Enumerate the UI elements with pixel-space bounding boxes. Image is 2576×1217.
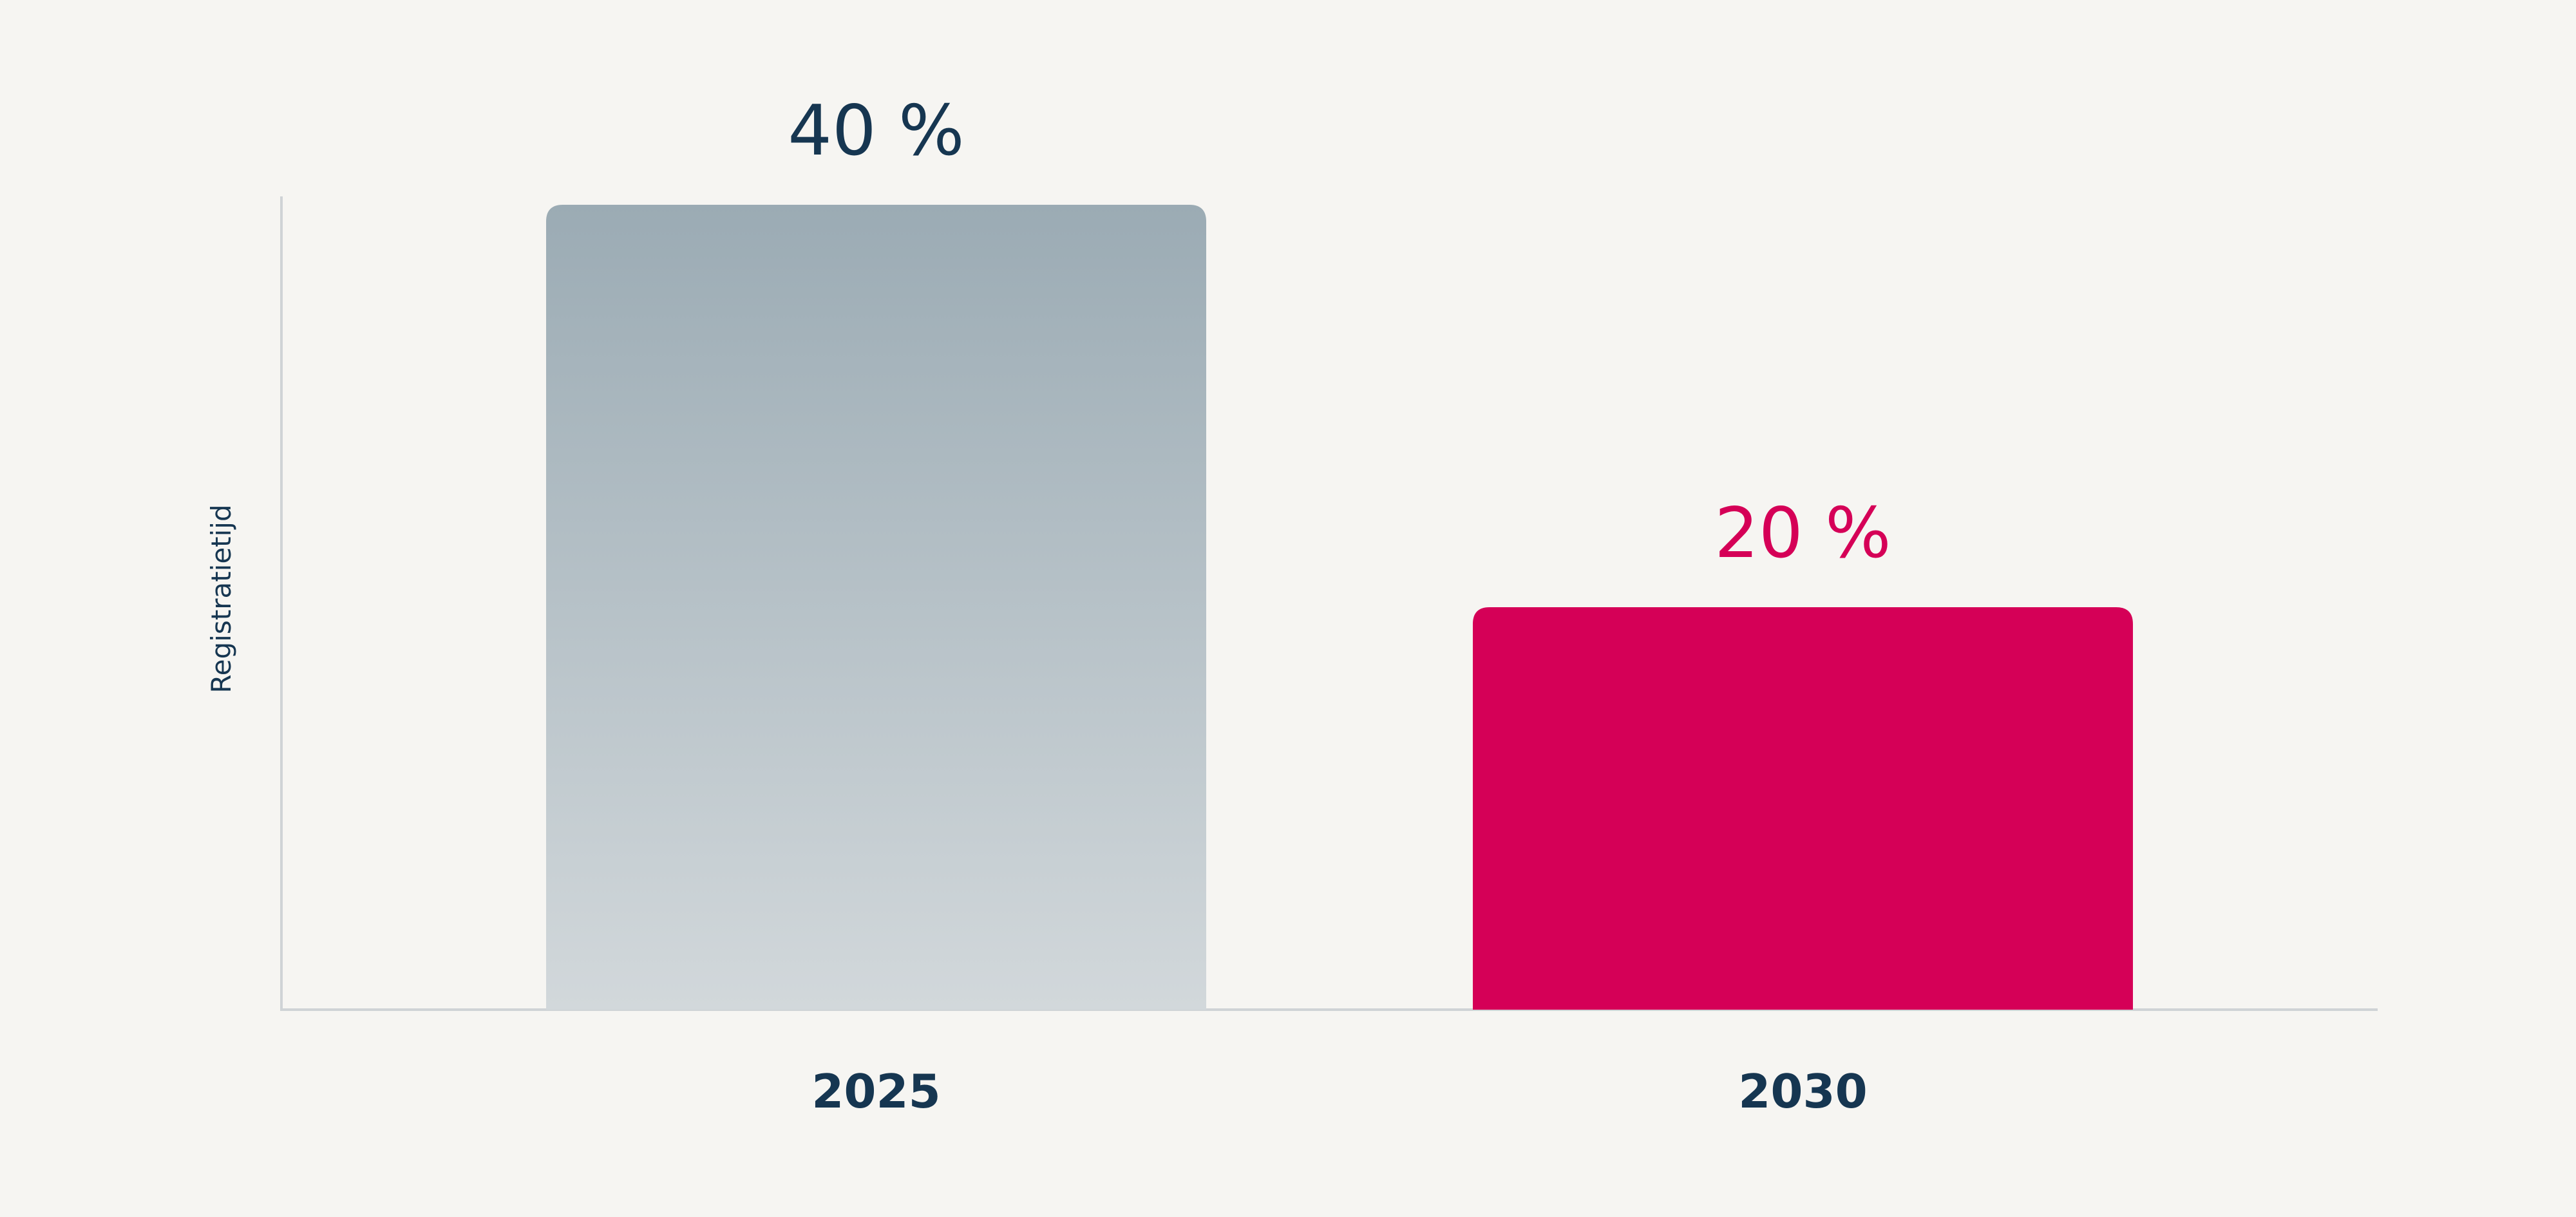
value-label-2025: 40 %: [788, 91, 964, 171]
bar-2030: [1473, 607, 2133, 1010]
bar-2025: [546, 205, 1206, 1010]
bars-group: 40 % 2025 20 % 2030: [546, 91, 2133, 1118]
category-label-2030: 2030: [1738, 1064, 1867, 1118]
value-label-2030: 20 %: [1714, 493, 1891, 574]
category-label-2025: 2025: [811, 1064, 940, 1118]
y-axis-label: Registratietijd: [205, 504, 237, 693]
